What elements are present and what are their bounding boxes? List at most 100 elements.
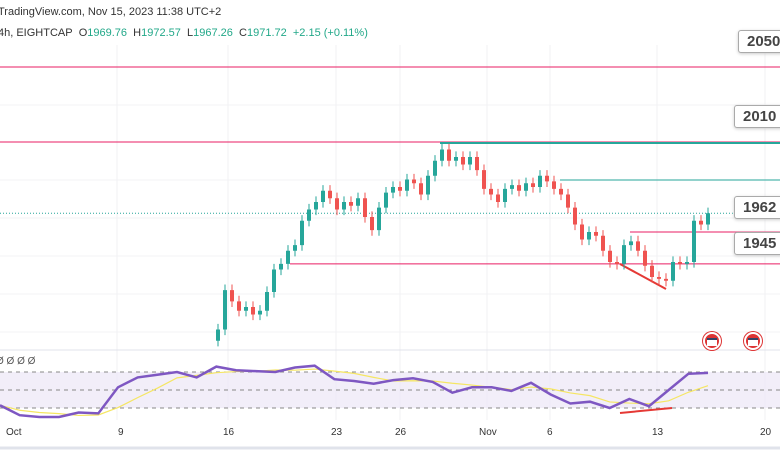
candle: [216, 329, 220, 341]
candle: [559, 188, 563, 195]
candle: [251, 307, 255, 315]
candle: [643, 250, 647, 266]
candle: [496, 194, 500, 202]
candle: [356, 198, 360, 206]
rsi-ma-line: [0, 368, 709, 417]
candle: [678, 262, 682, 264]
x-tick: 9: [118, 427, 124, 438]
candle: [272, 269, 276, 292]
level-label-1962: 1962: [734, 196, 780, 219]
candle: [692, 220, 696, 262]
level-label-2010: 2010: [734, 105, 780, 128]
rsi-line: [0, 364, 709, 419]
candle: [349, 202, 353, 206]
candle: [468, 157, 472, 165]
candle: [286, 250, 290, 264]
price-chart[interactable]: [0, 0, 780, 450]
candle: [237, 301, 241, 311]
open-value: 1969.76: [87, 27, 128, 39]
candle: [377, 207, 381, 231]
close-value: 1971.72: [246, 27, 287, 39]
candle: [370, 217, 374, 231]
candle: [412, 179, 416, 184]
x-tick: 16: [223, 427, 235, 438]
candle: [573, 207, 577, 225]
candle: [482, 170, 486, 189]
candle: [265, 292, 269, 311]
x-tick: 13: [652, 427, 664, 438]
candle: [664, 278, 668, 281]
level-label-1945: 1945: [734, 232, 780, 255]
candle: [685, 262, 689, 264]
candle: [489, 188, 493, 195]
low-value: 1967.26: [193, 27, 233, 39]
source-line: TradingView.com, Nov 15, 2023 11:38 UTC+…: [0, 6, 222, 18]
candle: [335, 198, 339, 210]
candle: [342, 202, 346, 210]
x-tick: 26: [395, 427, 407, 438]
x-tick: Nov: [479, 427, 497, 438]
candle: [531, 183, 535, 187]
x-tick: 23: [331, 427, 343, 438]
candle: [419, 183, 423, 195]
candle: [524, 183, 528, 191]
divergence-line: [619, 263, 667, 290]
candle: [594, 232, 598, 236]
us-event-flag-icon[interactable]: [703, 332, 721, 350]
x-tick: 20: [760, 427, 772, 438]
candle: [258, 310, 262, 315]
candle: [622, 245, 626, 264]
candle: [426, 175, 430, 195]
candle: [629, 241, 633, 246]
candle: [321, 190, 325, 202]
candle: [552, 181, 556, 189]
candle: [223, 290, 227, 330]
candle: [475, 157, 479, 171]
candle: [384, 192, 388, 208]
candle: [447, 149, 451, 161]
ohlc-line: 4h, EIGHTCAP O1969.76 H1972.57 L1967.26 …: [0, 27, 368, 39]
candle: [363, 198, 367, 217]
x-tick: 6: [547, 427, 553, 438]
candle: [671, 262, 675, 281]
rsi-values: Ø Ø Ø Ø: [0, 356, 36, 367]
candle: [279, 263, 283, 270]
candle: [510, 185, 514, 189]
candle: [391, 187, 395, 193]
candle: [650, 265, 654, 277]
candle: [433, 160, 437, 176]
candle: [300, 220, 304, 246]
candle: [608, 250, 612, 262]
level-label-2050: 2050: [738, 30, 780, 53]
open-label: O: [78, 27, 88, 39]
candle: [580, 224, 584, 240]
high-label: H: [133, 27, 142, 39]
candle: [566, 194, 570, 208]
candle: [405, 179, 409, 191]
us-event-flag-icon[interactable]: [744, 332, 762, 350]
candle: [461, 157, 465, 165]
candle: [314, 202, 318, 210]
candle: [538, 175, 542, 187]
candle: [328, 190, 332, 199]
candle: [293, 245, 297, 251]
candle: [517, 185, 521, 191]
rsi-divergence-line: [619, 407, 673, 414]
candle: [615, 262, 619, 264]
candle: [699, 220, 703, 225]
candle: [230, 290, 234, 302]
candle: [440, 149, 444, 161]
candle: [307, 209, 311, 221]
candle: [545, 175, 549, 182]
change-value: +2.15 (+0.11%): [292, 27, 368, 39]
candle: [503, 188, 507, 202]
x-tick: Oct: [6, 427, 22, 438]
symbol: 4h, EIGHTCAP: [0, 27, 73, 39]
candle: [454, 157, 458, 161]
candle: [601, 235, 605, 251]
candle: [244, 307, 248, 311]
candle: [587, 232, 591, 240]
candle: [398, 187, 402, 191]
candle: [706, 213, 710, 225]
close-label: C: [239, 27, 247, 39]
